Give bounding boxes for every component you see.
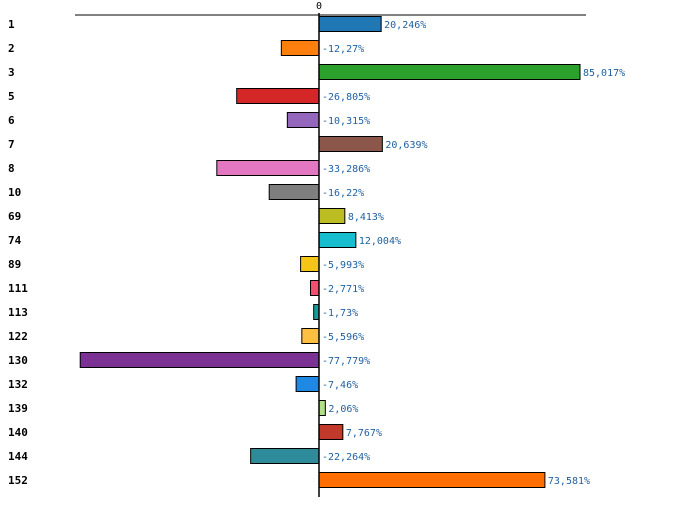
category-label: 69 (8, 210, 21, 223)
bar (318, 472, 546, 488)
category-label: 113 (8, 306, 28, 319)
value-label: 8,413% (348, 212, 384, 223)
bar (216, 160, 320, 176)
bar (300, 256, 320, 272)
category-label: 140 (8, 426, 28, 439)
bar (79, 352, 320, 368)
bar (280, 40, 320, 56)
bar (250, 448, 320, 464)
value-label: -7,46% (322, 380, 358, 391)
category-label: 132 (8, 378, 28, 391)
bar (318, 64, 581, 80)
category-label: 89 (8, 258, 21, 271)
bar (295, 376, 320, 392)
category-label: 144 (8, 450, 28, 463)
category-label: 6 (8, 114, 15, 127)
bar (318, 424, 344, 440)
bar (236, 88, 320, 104)
value-label: -2,771% (322, 284, 364, 295)
value-label: 85,017% (583, 68, 625, 79)
value-label: -5,596% (322, 332, 364, 343)
bar (313, 304, 320, 320)
bar (301, 328, 320, 344)
value-label: -10,315% (322, 116, 370, 127)
bar (286, 112, 320, 128)
value-label: 20,639% (385, 140, 427, 151)
category-label: 1 (8, 18, 15, 31)
value-label: -77,779% (322, 356, 370, 367)
value-label: 73,581% (548, 476, 590, 487)
value-label: -1,73% (322, 308, 358, 319)
category-label: 152 (8, 474, 28, 487)
category-label: 74 (8, 234, 22, 247)
bar (318, 208, 346, 224)
value-label: -16,22% (322, 188, 364, 199)
value-label: 7,767% (346, 428, 382, 439)
category-label: 111 (8, 282, 28, 295)
category-label: 3 (8, 66, 15, 79)
category-label: 5 (8, 90, 15, 103)
category-label: 139 (8, 402, 28, 415)
value-label: 2,06% (328, 404, 358, 415)
category-label: 122 (8, 330, 28, 343)
bar (318, 400, 326, 416)
bar (318, 232, 357, 248)
value-label: 20,246% (384, 20, 426, 31)
zero-tick-label: 0 (316, 1, 322, 12)
category-label: 7 (8, 138, 15, 151)
category-label: 2 (8, 42, 15, 55)
bar (309, 280, 320, 296)
category-label: 130 (8, 354, 28, 367)
value-label: -33,286% (322, 164, 370, 175)
category-label: 10 (8, 186, 21, 199)
bar (268, 184, 320, 200)
value-label: -26,805% (322, 92, 370, 103)
value-label: -22,264% (322, 452, 370, 463)
value-label: -12,27% (322, 44, 364, 55)
bar (318, 16, 382, 32)
category-label: 8 (8, 162, 15, 175)
value-label: 12,004% (359, 236, 401, 247)
value-label: -5,993% (322, 260, 364, 271)
bar (318, 136, 383, 152)
